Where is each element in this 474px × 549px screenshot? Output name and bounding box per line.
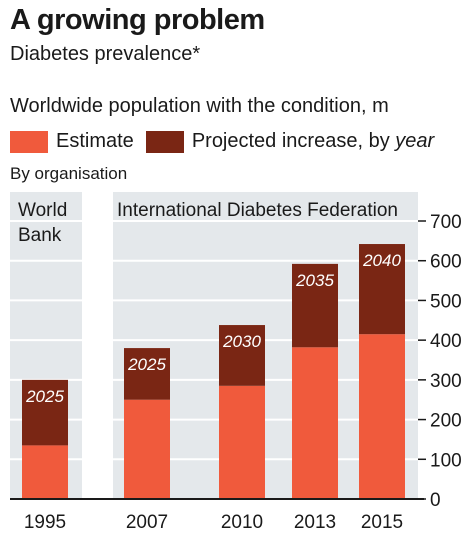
bar-estimate <box>124 399 170 499</box>
y-tick-label: 300 <box>430 371 462 392</box>
group-label-world-bank: World <box>18 200 67 221</box>
legend-item-projected: Projected increase, by year <box>145 130 434 153</box>
group-label-world-bank: Bank <box>18 225 62 246</box>
group-note: By organisation <box>10 164 128 183</box>
bar-projected <box>292 263 338 348</box>
y-tick-label: 100 <box>430 450 462 471</box>
bar-projected <box>219 325 265 386</box>
x-tick-label: 2013 <box>294 512 336 533</box>
y-tick-label: 600 <box>430 252 462 273</box>
chart-heading: Worldwide population with the condition,… <box>10 95 389 117</box>
chart-title: A growing problem <box>10 4 265 36</box>
chart-subtitle: Diabetes prevalence* <box>10 43 201 65</box>
legend-label-estimate: Estimate <box>56 130 134 152</box>
projection-year-label: 2035 <box>295 271 334 290</box>
legend-label-projected-prefix: Projected increase, by <box>191 130 396 152</box>
bar-estimate <box>22 445 68 499</box>
legend: Estimate Projected increase, by year <box>10 130 446 153</box>
x-tick-label: 2007 <box>126 512 168 533</box>
bar-projected <box>22 379 68 446</box>
legend-label-projected-italic: year <box>395 130 435 152</box>
bar-estimate <box>219 385 265 499</box>
x-tick-label: 1995 <box>24 512 66 533</box>
projection-year-label: 2040 <box>362 251 401 270</box>
bar-projected <box>359 244 405 335</box>
projection-year-label: 2025 <box>127 355 166 374</box>
legend-label-projected: Projected increase, by year <box>192 130 434 153</box>
x-tick-label: 2015 <box>361 512 403 533</box>
projection-year-label: 2025 <box>25 387 64 406</box>
y-tick-label: 700 <box>430 212 462 233</box>
y-tick-label: 400 <box>430 331 462 352</box>
x-tick-label: 2010 <box>221 512 263 533</box>
legend-swatch-projected <box>145 130 184 153</box>
group-label-idf: International Diabetes Federation <box>117 200 398 221</box>
bar-estimate <box>292 347 338 499</box>
bar-estimate <box>359 334 405 499</box>
projection-year-label: 2030 <box>222 332 261 351</box>
y-tick-label: 200 <box>430 411 462 432</box>
y-tick-label: 0 <box>430 490 441 511</box>
y-tick-label: 500 <box>430 291 462 312</box>
legend-item-estimate: Estimate <box>10 130 134 153</box>
bar-projected <box>124 348 170 400</box>
legend-swatch-estimate <box>10 130 48 153</box>
